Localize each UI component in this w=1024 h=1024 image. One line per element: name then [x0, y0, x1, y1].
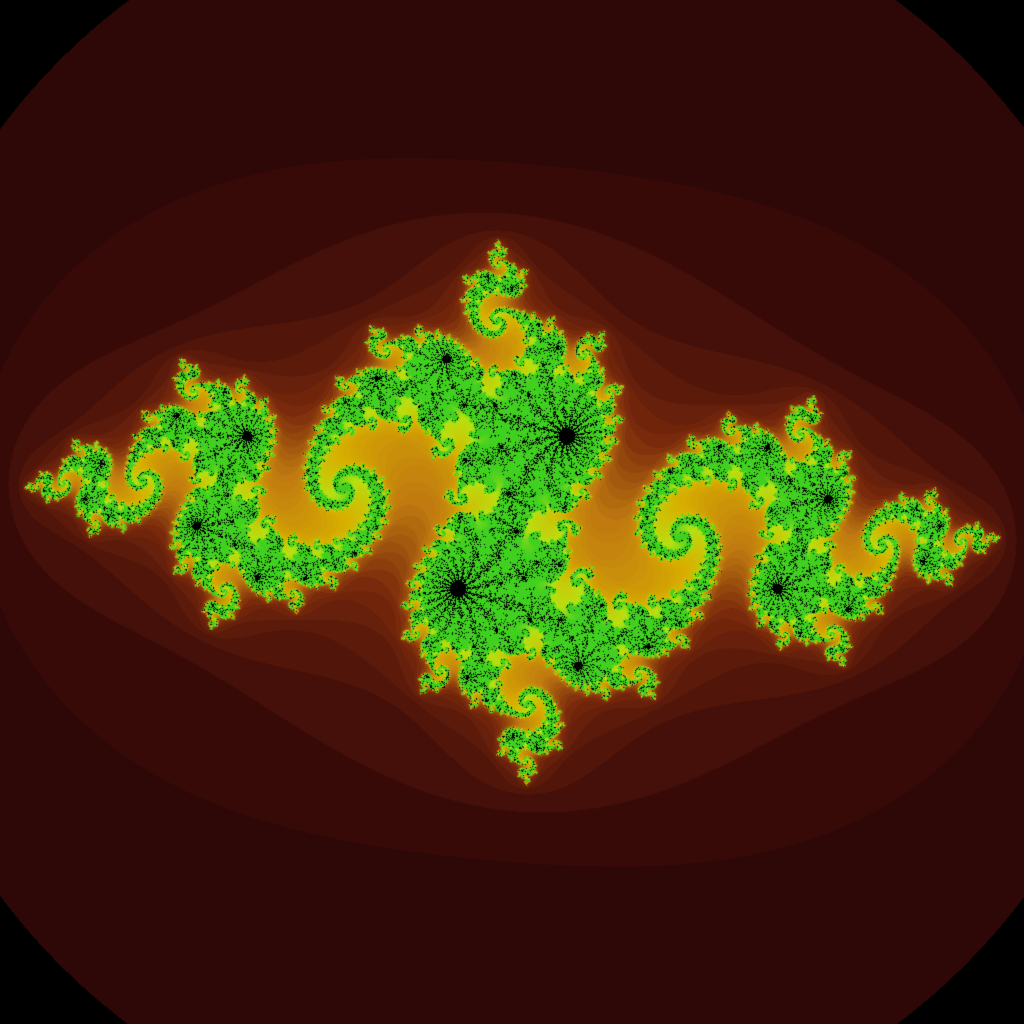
fractal-image: [0, 0, 1024, 1024]
julia-set-canvas: [0, 0, 1024, 1024]
